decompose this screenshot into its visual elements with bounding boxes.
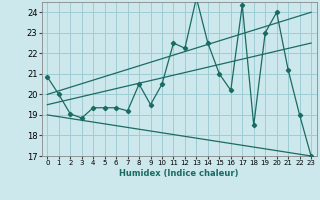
X-axis label: Humidex (Indice chaleur): Humidex (Indice chaleur) [119,169,239,178]
